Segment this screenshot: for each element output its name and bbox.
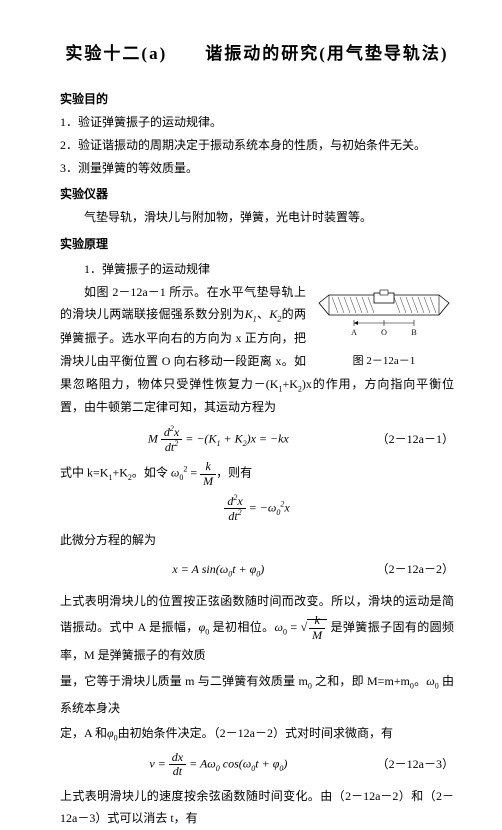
apparatus-text: 气垫导轨，滑块儿与附加物，弹簧，光电计时装置等。: [60, 206, 454, 229]
figure-caption: 图 2－12a－1: [314, 351, 454, 372]
purpose-header: 实验目的: [60, 88, 454, 111]
figure-1: A O B 图 2－12a－1: [314, 285, 454, 373]
equation-1: M d2xdt2 = −(K1 + K2)x = −kx （2－12a－1）: [60, 425, 454, 454]
principle-header: 实验原理: [60, 233, 454, 256]
purpose-item-2: 2．验证谐振动的周期决定于振动系统本身的性质，与初始条件无关。: [60, 134, 454, 157]
label-A: A: [351, 328, 357, 337]
equation-3: v = dxdt = Aω0 cos(ω0t + φ0) （2－12a－3）: [60, 751, 454, 778]
air-track-diagram: A O B: [314, 285, 454, 340]
purpose-item-3: 3．测量弹簧的等效质量。: [60, 157, 454, 180]
principle-sub1: 1．弹簧振子的运动规律: [60, 258, 454, 281]
principle-para5: 量，它等于滑块儿质量 m 与二弹簧有效质量 m0 之和，即 M=m+m0。ω0 …: [60, 668, 454, 721]
principle-para2: 式中 k=K1+K2。如令 ω02 = kM，则有: [60, 460, 454, 487]
page-title: 实验十二(a) 谐振动的研究(用气垫导轨法): [60, 38, 454, 70]
principle-para6: 定，A 和φ0由初始条件决定。（2－12a－2）式对时间求微商，有: [60, 722, 454, 746]
principle-para7: 上式表明滑块儿的速度按余弦函数随时间变化。由（2－12a－2）和（2－12a－3…: [60, 785, 454, 830]
principle-para3: 此微分方程的解为: [60, 529, 454, 552]
apparatus-header: 实验仪器: [60, 183, 454, 206]
equation-2: x = A sin(ω0t + φ0) （2－12a－2）: [60, 558, 454, 582]
equation-diff: d2xdt2 = −ω02x: [60, 494, 454, 523]
principle-para4: 上式表明滑块儿的位置按正弦函数随时间而改变。所以，滑块的运动是简谐振动。式中 A…: [60, 588, 454, 669]
label-O: O: [381, 328, 387, 337]
label-B: B: [411, 328, 416, 337]
purpose-item-1: 1．验证弹簧振子的运动规律。: [60, 111, 454, 134]
